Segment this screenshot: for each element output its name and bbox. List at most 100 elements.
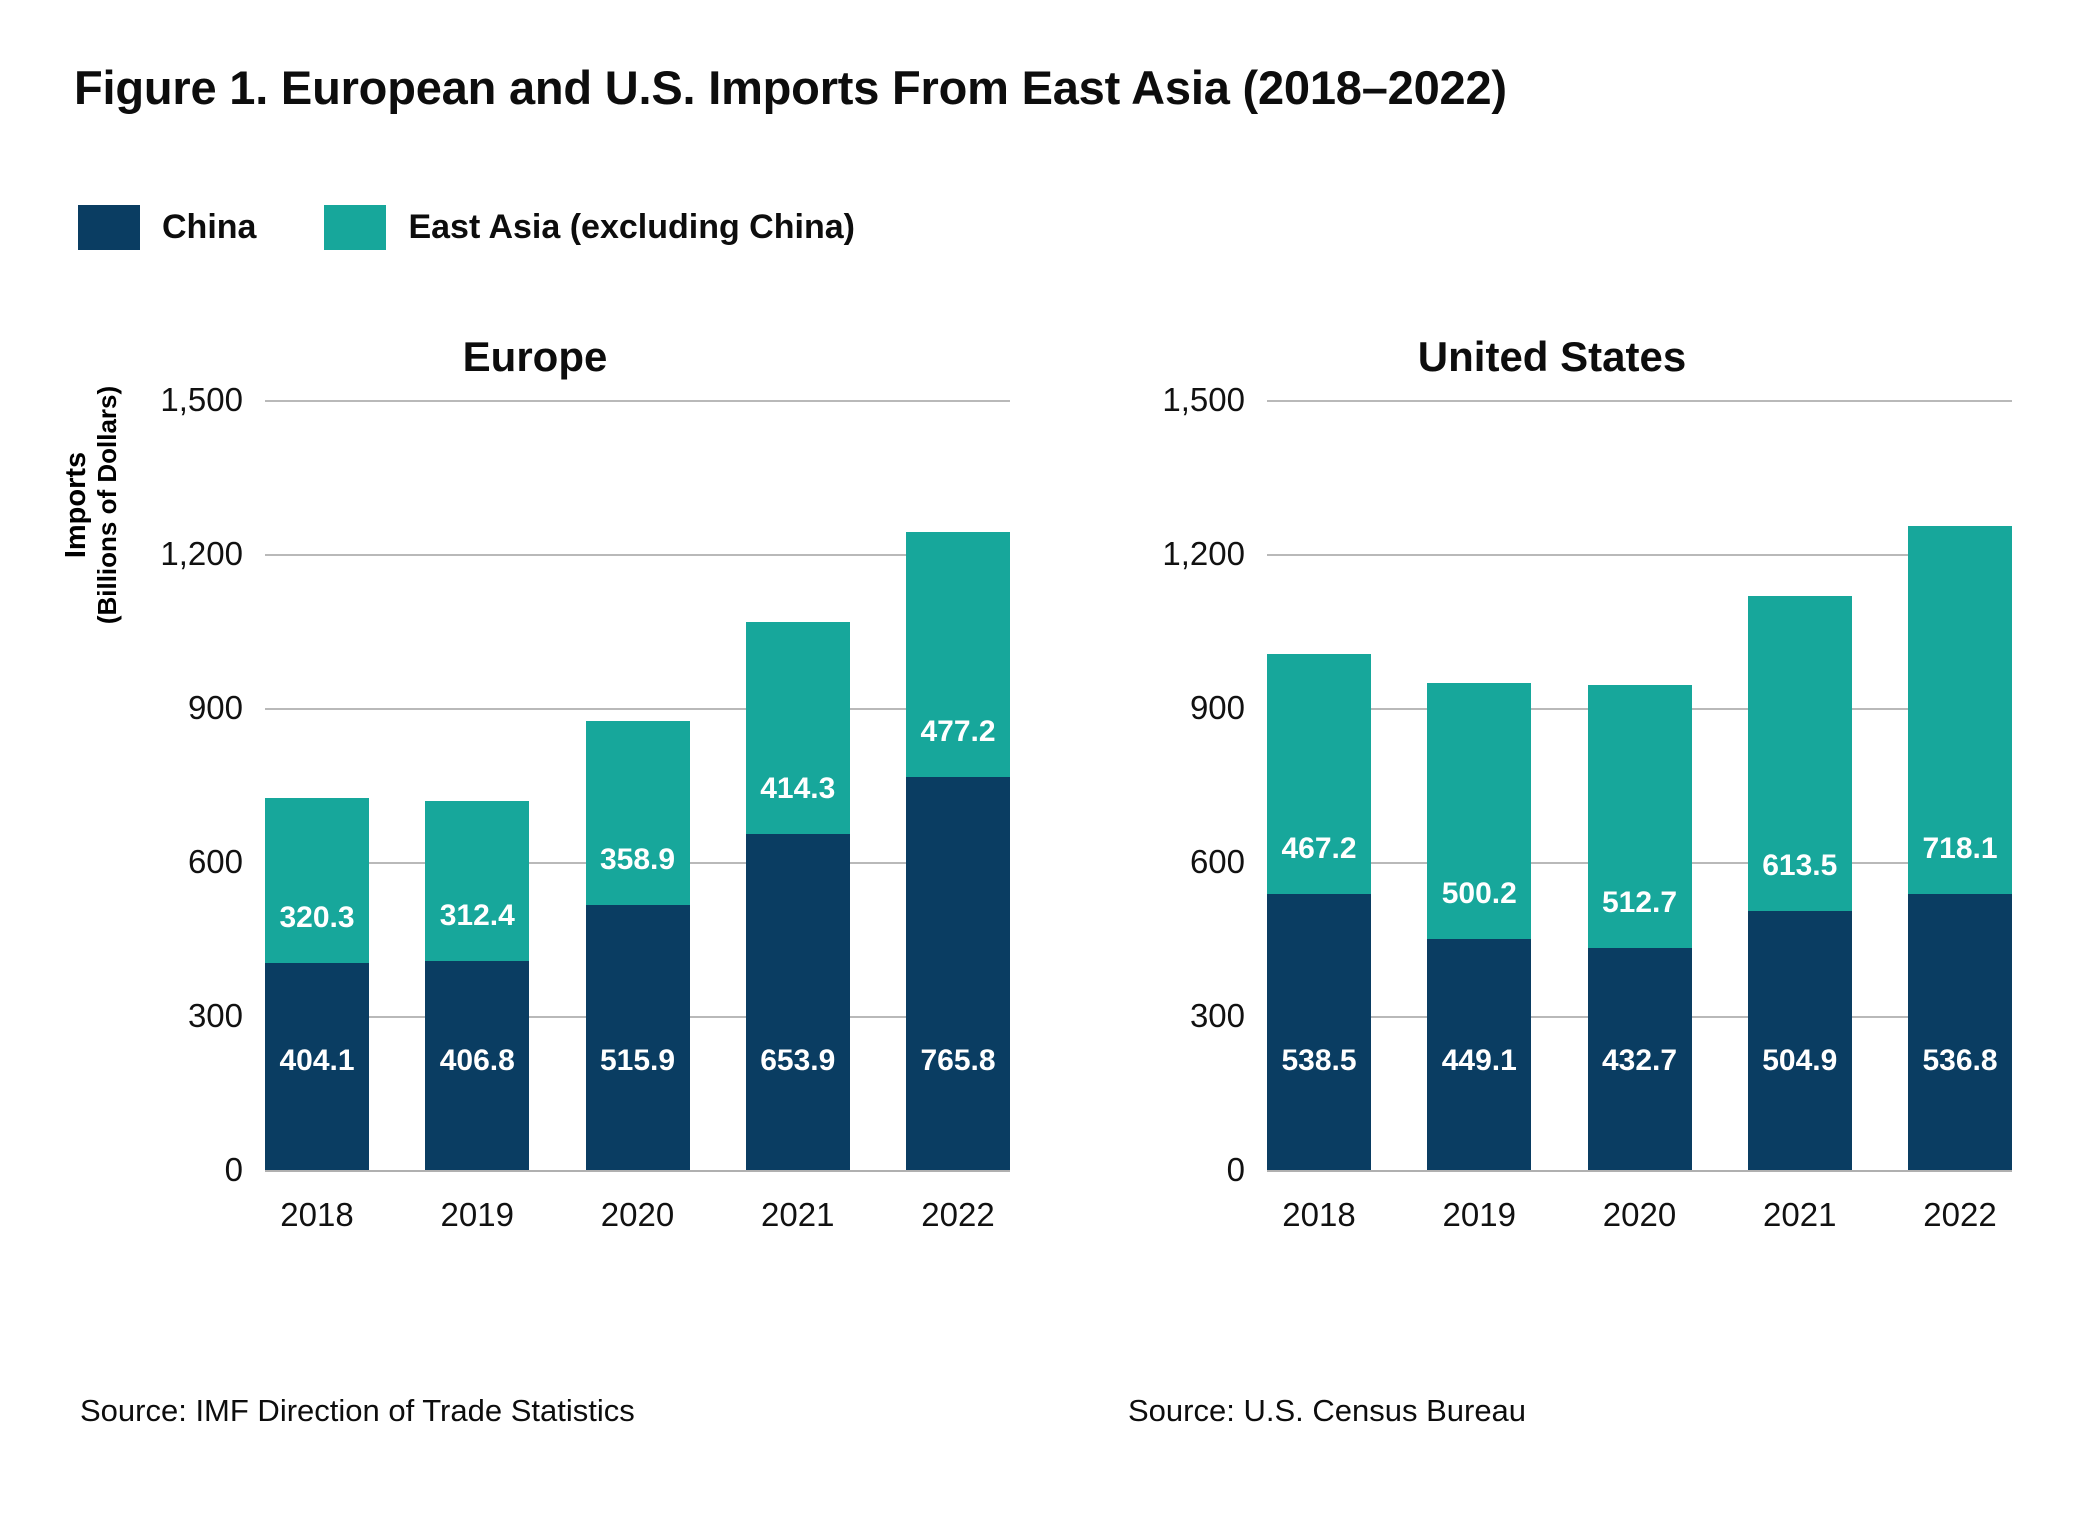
x-axis-tick-europe-2018: 2018: [280, 1196, 354, 1233]
legend-label-east-asia: East Asia (excluding China): [408, 208, 855, 246]
bar-group-us-2019[interactable]: 500.2 449.1 2019: [1427, 400, 1532, 1233]
y-axis-tick-600: 600: [187, 843, 243, 880]
bar-segment-china-us-2019[interactable]: 449.1: [1427, 939, 1532, 1170]
source-note-europe: Source: IMF Direction of Trade Statistic…: [80, 1393, 635, 1428]
bar-segment-china-europe-2022[interactable]: 765.8: [906, 776, 1010, 1170]
x-axis-tick-europe-2022: 2022: [921, 1196, 995, 1233]
source-note-united-states: Source: U.S. Census Bureau: [1128, 1393, 1527, 1428]
bar-segment-china-europe-2020[interactable]: 515.9: [585, 905, 690, 1170]
gridline-1500: [265, 400, 1010, 402]
y-axis-tick-1500: 1,500: [160, 381, 243, 418]
y-axis-title: Imports (Billions of Dollars): [60, 340, 123, 670]
y-axis-tick-300: 300: [1189, 997, 1245, 1034]
panel-europe: Europe Imports (Billions of Dollars) 0 30…: [50, 320, 1060, 1330]
x-axis-tick-us-2019: 2019: [1442, 1196, 1516, 1233]
bar-segment-eastasia-europe-2021[interactable]: 414.3: [745, 621, 850, 835]
bar-segment-eastasia-us-2021[interactable]: 613.5: [1747, 595, 1852, 911]
x-axis-tick-europe-2021: 2021: [761, 1196, 835, 1233]
legend-label-china: China: [162, 208, 257, 246]
bar-group-europe-2021[interactable]: 414.3 653.9 2021: [745, 400, 850, 1233]
bar-series-us: 467.2 538.5 2018 500.2 449.1 2019 512.7 432.7 20…: [1267, 400, 2012, 1233]
y-axis-tick-1200: 1,200: [160, 535, 243, 572]
x-axis-tick-europe-2019: 2019: [440, 1196, 514, 1233]
page-title: Figure 1. European and U.S. Imports From…: [74, 61, 1507, 114]
y-axis-title-line2: (Billions of Dollars): [92, 385, 123, 625]
plot-area-united-states: 0 300 600 900 1,200 1,500 467.2 538.5 2018 500.2 4…: [1162, 381, 2012, 1233]
bar-group-us-2020[interactable]: 512.7 432.7 2020: [1587, 400, 1692, 1233]
bar-group-us-2022[interactable]: 718.1 536.8 2022: [1908, 400, 2012, 1233]
bar-value-label: 765.8: [920, 1044, 996, 1077]
bar-segment-eastasia-us-2022[interactable]: 718.1: [1908, 525, 2012, 895]
bar-group-us-2018[interactable]: 467.2 538.5 2018: [1267, 400, 1371, 1233]
bar-group-europe-2019[interactable]: 312.4 406.8 2019: [425, 400, 530, 1233]
bar-segment-china-us-2021[interactable]: 504.9: [1747, 910, 1852, 1170]
x-axis-tick-us-2020: 2020: [1602, 1196, 1677, 1233]
y-axis-tick-900: 900: [187, 689, 243, 726]
gridline-1200: [1267, 554, 2012, 556]
x-axis-tick-us-2022: 2022: [1923, 1196, 1997, 1233]
bar-segment-china-europe-2021[interactable]: 653.9: [745, 834, 850, 1170]
gridline-0: [1267, 1170, 2012, 1172]
bar-value-label: 504.9: [1762, 1044, 1838, 1077]
bar-segment-eastasia-europe-2018[interactable]: 320.3: [265, 798, 369, 963]
y-axis-tick-1500: 1,500: [1162, 381, 1245, 418]
y-axis-tick-1200: 1,200: [1162, 535, 1245, 572]
bar-value-label: 718.1: [1922, 832, 1998, 866]
bar-group-europe-2018[interactable]: 320.3 404.1 2018: [265, 400, 369, 1233]
bar-value-label: 404.1: [279, 1044, 355, 1077]
legend-swatch-china-icon: [78, 205, 140, 250]
bar-segment-china-us-2020[interactable]: 432.7: [1587, 947, 1692, 1170]
bar-segment-eastasia-europe-2019[interactable]: 312.4: [425, 800, 530, 962]
bar-series-europe: 320.3 404.1 2018 312.4 406.8 2019 358.9 515.9 20…: [265, 400, 1010, 1233]
plot-area-europe: 0 300 600 900 1,200 1,500 320.3 404.1 2018 312.4 4…: [160, 381, 1010, 1233]
gridline-0: [265, 1170, 1010, 1172]
panel-title-europe: Europe: [462, 333, 608, 380]
bar-value-label: 432.7: [1601, 1044, 1678, 1077]
gridline-1500: [1267, 400, 2012, 402]
chart-legend: China East Asia (excluding China): [78, 205, 855, 250]
bar-segment-eastasia-us-2019[interactable]: 500.2: [1427, 682, 1532, 940]
y-axis-tick-900: 900: [1189, 689, 1245, 726]
x-axis-tick-us-2021: 2021: [1763, 1196, 1837, 1233]
bar-value-label: 312.4: [439, 899, 515, 933]
bar-value-label: 406.8: [439, 1044, 515, 1077]
x-axis-tick-us-2018: 2018: [1282, 1196, 1356, 1233]
bar-segment-eastasia-europe-2022[interactable]: 477.2: [906, 531, 1010, 777]
panel-title-united-states: United States: [1417, 333, 1687, 380]
bar-segment-china-europe-2018[interactable]: 404.1: [265, 962, 369, 1170]
y-axis-tick-300: 300: [187, 997, 243, 1034]
bar-value-label: 538.5: [1281, 1044, 1357, 1077]
y-axis-title-line1: Imports: [60, 451, 92, 559]
bar-value-label: 449.1: [1441, 1044, 1517, 1077]
bar-value-label: 500.2: [1441, 877, 1517, 911]
legend-swatch-east-asia-icon: [324, 205, 387, 250]
bar-value-label: 477.2: [920, 714, 996, 748]
y-axis-tick-0: 0: [224, 1151, 243, 1188]
bar-segment-china-us-2022[interactable]: 536.8: [1908, 894, 2012, 1170]
bar-value-label: 613.5: [1762, 848, 1838, 882]
bar-value-label: 414.3: [760, 772, 836, 806]
bar-value-label: 358.9: [599, 843, 676, 877]
bar-value-label: 653.9: [760, 1044, 836, 1077]
bar-value-label: 536.8: [1922, 1044, 1998, 1077]
bar-value-label: 515.9: [599, 1044, 676, 1077]
x-axis-tick-europe-2020: 2020: [600, 1196, 675, 1233]
bar-segment-china-us-2018[interactable]: 538.5: [1267, 893, 1371, 1170]
bar-value-label: 467.2: [1281, 831, 1357, 865]
bar-group-europe-2020[interactable]: 358.9 515.9 2020: [585, 400, 690, 1233]
bar-segment-eastasia-europe-2020[interactable]: 358.9: [585, 720, 690, 906]
legend-item-china: China: [78, 205, 256, 250]
y-axis-tick-600: 600: [1189, 843, 1245, 880]
legend-item-east-asia: East Asia (excluding China): [324, 205, 855, 250]
bar-segment-eastasia-us-2018[interactable]: 467.2: [1267, 653, 1371, 894]
bar-segment-china-europe-2019[interactable]: 406.8: [425, 961, 530, 1170]
bar-group-us-2021[interactable]: 613.5 504.9 2021: [1747, 400, 1852, 1233]
gridline-900: [265, 708, 1010, 710]
panel-united-states: United States 0 300 600 900 1,200 1,500 467.2 5…: [1065, 320, 2075, 1330]
y-axis-tick-0: 0: [1226, 1151, 1245, 1188]
bar-segment-eastasia-us-2020[interactable]: 512.7: [1587, 684, 1692, 948]
bar-group-europe-2022[interactable]: 477.2 765.8 2022: [906, 400, 1010, 1233]
bar-value-label: 320.3: [279, 900, 355, 934]
gridline-1200: [265, 554, 1010, 556]
